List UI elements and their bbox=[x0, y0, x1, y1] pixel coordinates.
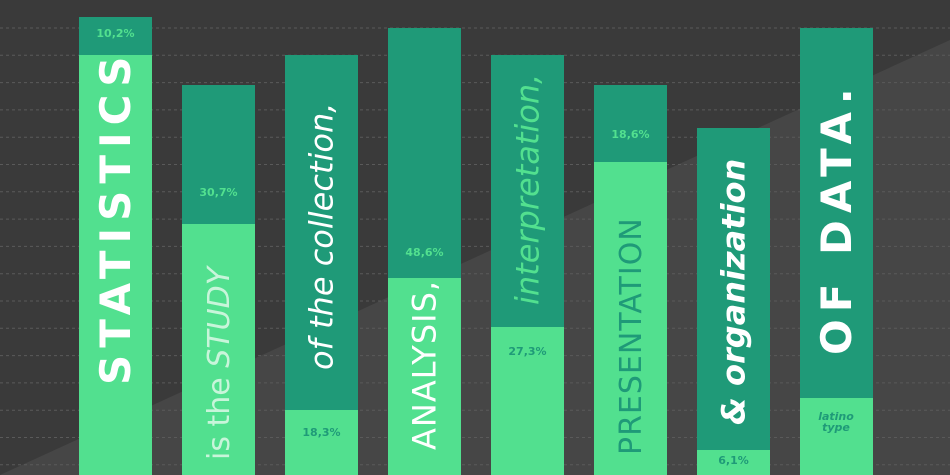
column: 27,3% interpretation, bbox=[491, 55, 564, 475]
text-part: OF DATA. bbox=[812, 81, 861, 355]
logo-part: latino bbox=[818, 410, 854, 423]
column-bottom bbox=[697, 450, 770, 475]
column-top bbox=[491, 55, 564, 327]
text-part: STATISTICS bbox=[91, 49, 140, 385]
percent-label: 18,3% bbox=[302, 426, 340, 439]
vertical-text: PRESENTATION bbox=[614, 217, 649, 455]
percent-label: 6,1% bbox=[718, 454, 749, 467]
text-part: is the bbox=[202, 368, 237, 460]
percent-label: 48,6% bbox=[405, 246, 443, 259]
column: 6,1% & organization bbox=[697, 128, 770, 475]
percent-label: 10,2% bbox=[96, 27, 134, 40]
column-top bbox=[800, 28, 873, 398]
vertical-text: ANALYSIS, bbox=[406, 280, 444, 450]
percent-label: 30,7% bbox=[199, 186, 237, 199]
column: OF DATA. bbox=[800, 28, 873, 475]
percent-label: 27,3% bbox=[508, 345, 546, 358]
text-part: PRESENTATION bbox=[614, 217, 649, 455]
column-bottom bbox=[491, 327, 564, 475]
column: 18,3% of the collection, bbox=[285, 55, 358, 475]
vertical-text: STATISTICS bbox=[91, 49, 140, 385]
column-top bbox=[697, 128, 770, 450]
column-top bbox=[182, 85, 255, 224]
column: 48,6% ANALYSIS, bbox=[388, 28, 461, 475]
text-part: STUDY bbox=[202, 264, 237, 367]
logo: latino type bbox=[818, 410, 854, 434]
dashed-lines bbox=[0, 27, 950, 466]
column: 10,2% STATISTICS bbox=[79, 17, 152, 475]
vertical-text: OF DATA. bbox=[812, 81, 861, 355]
column-bottom bbox=[79, 55, 152, 475]
text-part: ANALYSIS, bbox=[406, 280, 444, 450]
column-top bbox=[594, 85, 667, 162]
column-top bbox=[285, 55, 358, 410]
column-top bbox=[388, 28, 461, 278]
logo-part: type bbox=[822, 421, 850, 434]
column: 30,7% is the STUDY bbox=[182, 85, 255, 475]
vertical-text: is the STUDY bbox=[202, 264, 237, 460]
text-part: of the collection, bbox=[303, 103, 341, 370]
column-bottom bbox=[285, 410, 358, 475]
column-bottom bbox=[388, 278, 461, 475]
column: 18,6% PRESENTATION bbox=[594, 85, 667, 475]
column-bottom bbox=[594, 162, 667, 475]
column-bottom bbox=[800, 398, 873, 475]
column-bottom bbox=[182, 224, 255, 475]
column-top bbox=[79, 17, 152, 55]
vertical-text: of the collection, bbox=[303, 103, 341, 370]
vertical-text: & organization bbox=[715, 159, 753, 425]
percent-label: 18,6% bbox=[611, 128, 649, 141]
text-part: interpretation, bbox=[509, 74, 547, 305]
text-part: & organization bbox=[715, 159, 753, 425]
vertical-text: interpretation, bbox=[509, 74, 547, 305]
